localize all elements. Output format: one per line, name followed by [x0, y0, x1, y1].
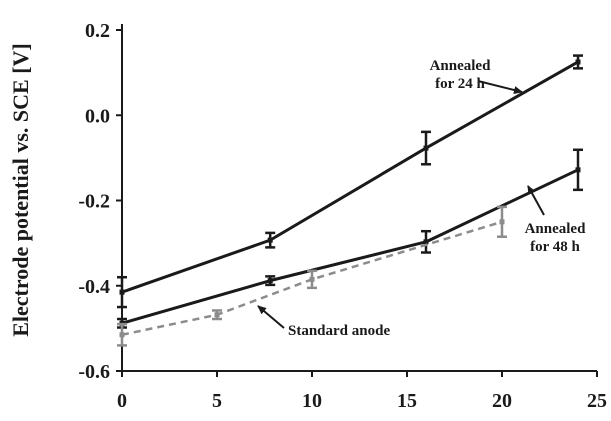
annotation-standard: Standard anode [257, 305, 390, 339]
data-point-annealed_24h [267, 237, 273, 243]
annotation-line: Standard anode [288, 323, 390, 339]
series-layer [117, 54, 583, 347]
annotation-arrow [527, 185, 545, 216]
data-point-standard [499, 219, 505, 225]
error-bar-standard [307, 269, 317, 290]
series-line-standard [121, 220, 503, 336]
y-tick-label: -0.4 [78, 276, 110, 298]
y-tick-label: -0.2 [78, 191, 110, 213]
error-bar-annealed_24h [117, 275, 127, 309]
x-tick-label: 0 [117, 390, 127, 412]
error-bar-annealed_24h [573, 54, 583, 70]
axes: 0.2 0.0 -0.2 -0.4 -0.6 0 5 10 15 20 25 [78, 20, 607, 412]
error-bar-annealed_24h [265, 231, 276, 249]
data-point-annealed_48h [575, 167, 581, 173]
error-bar-standard [497, 205, 507, 238]
annotation-label: Standard anode [288, 323, 390, 339]
annotation-arrow [257, 305, 285, 329]
y-tick-label: 0.2 [85, 20, 110, 42]
annotations: Annealed for 24 h Annealed for 48 h Standard… [257, 58, 587, 339]
data-point-standard [309, 276, 315, 282]
annotation-label: Annealed for 48 h [525, 221, 587, 255]
error-bar-annealed_24h [421, 130, 431, 166]
x-tick-label: 20 [492, 390, 512, 412]
data-point-standard [214, 312, 220, 318]
data-point-annealed_24h [423, 145, 429, 151]
annotation-label: Annealed for 24 h [430, 58, 492, 92]
annotation-arrow [477, 80, 523, 94]
error-bar-annealed_48h [421, 229, 431, 254]
annotation-annealed_48h: Annealed for 48 h [525, 185, 587, 255]
error-bar-standard [117, 322, 127, 347]
data-point-annealed_24h [119, 289, 125, 295]
data-point-annealed_48h [267, 278, 273, 284]
x-tick-label: 10 [302, 390, 322, 412]
x-tick-label: 25 [587, 390, 607, 412]
error-bar-annealed_48h [573, 148, 583, 192]
y-tick-label: -0.6 [78, 361, 110, 383]
data-point-annealed_24h [575, 59, 581, 65]
error-bar-annealed_48h [265, 275, 276, 287]
series-line-annealed_24h [121, 60, 579, 294]
error-bar-standard [212, 309, 222, 321]
annotation-line: Annealed [525, 221, 587, 237]
annotation-line: Annealed [430, 58, 492, 74]
x-tick-label: 15 [397, 390, 417, 412]
y-tick-label: 0.0 [85, 105, 110, 127]
x-tick-label: 5 [212, 390, 222, 412]
data-point-standard [119, 332, 125, 338]
y-axis-title: Electrode potential vs. SCE [V] [8, 43, 33, 337]
annotation-line: for 48 h [530, 239, 580, 255]
annotation-annealed_24h: Annealed for 24 h [430, 58, 523, 94]
annotation-line: for 24 h [435, 76, 485, 92]
data-point-annealed_48h [423, 239, 429, 245]
